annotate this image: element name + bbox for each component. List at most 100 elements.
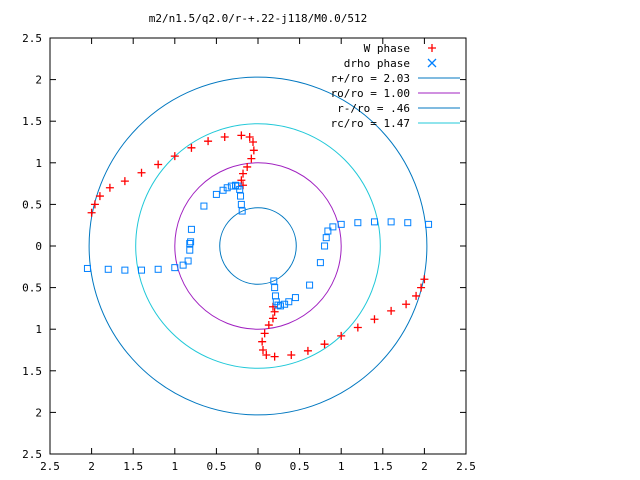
drho-phase-point	[236, 185, 244, 193]
y-tick-label: 0	[35, 240, 42, 253]
radius-circles	[88, 76, 428, 416]
drho-phase-point	[387, 218, 395, 226]
w-phase-point	[187, 143, 196, 152]
y-tick-label: 1.5	[22, 365, 42, 378]
legend-label: W phase	[364, 42, 410, 55]
x-tick-label: 2.5	[456, 460, 476, 473]
drho-phase-point	[281, 300, 289, 308]
legend: W phase drho phase r+/ro = 2.03 ro/ro = 1.0…	[331, 42, 460, 130]
y-tick-label: 1.5	[22, 115, 42, 128]
drho-phase-point	[271, 284, 279, 292]
legend-label: rc/ro = 1.47	[331, 117, 410, 130]
legend-plus-swatch	[428, 44, 436, 52]
w-phase-point	[303, 346, 312, 355]
drho-phase-point	[337, 220, 345, 228]
w-phase-point	[262, 350, 271, 359]
radius-circle-2	[88, 76, 428, 416]
w-phase-point	[204, 137, 213, 146]
w-phase-point	[239, 169, 248, 178]
x-tick-label: 2	[88, 460, 95, 473]
drho-phase-point	[322, 234, 330, 242]
drho-phase-point	[276, 302, 284, 310]
w-phase-point	[95, 192, 104, 201]
x-tick-label: 1	[338, 460, 345, 473]
drho-phase-point	[237, 200, 245, 208]
w-phase-point	[270, 352, 279, 361]
w-phase-point	[268, 314, 277, 323]
drho-phase-point	[184, 257, 192, 265]
legend-label: drho phase	[344, 57, 410, 70]
axis-ticks: 2.5 2 1.5 1 0.5 0 0.5 1 1.5 2 2.52.521.510.500.511…	[22, 32, 476, 473]
w-phase-point	[247, 154, 256, 163]
w-phase-point	[402, 300, 411, 309]
chart-title: m2/n1.5/q2.0/r-+.22-j118/M0.0/512	[149, 12, 368, 25]
drho-phase-point	[171, 264, 179, 272]
drho-phase-point	[370, 218, 378, 226]
w-phase-point	[260, 329, 269, 338]
w-phase-point	[370, 315, 379, 324]
legend-label: r-/ro = .46	[337, 102, 410, 115]
drho-phase-point	[329, 223, 337, 231]
drho-phase-point	[227, 182, 235, 190]
drho-phase-point	[291, 294, 299, 302]
drho-phase-point	[83, 264, 91, 272]
w-phase-point	[258, 346, 267, 354]
drho-phase-point	[238, 207, 246, 215]
drho-phase-point	[232, 181, 240, 189]
drho-phase-point	[404, 219, 412, 227]
drho-phase-point	[186, 240, 194, 248]
drho-phase-point	[187, 238, 195, 246]
drho-phase-point	[219, 186, 227, 194]
drho-phase-point	[285, 298, 293, 306]
y-tick-label: 2	[35, 406, 42, 419]
drho-phase-point	[324, 227, 332, 235]
drho-phase-point	[306, 281, 314, 289]
y-tick-label: 2.5	[22, 448, 42, 461]
drho-phase-point	[186, 246, 194, 254]
w-phase-point	[320, 340, 329, 349]
x-tick-label: 1.5	[123, 460, 143, 473]
y-tick-label: 2.5	[22, 32, 42, 45]
x-tick-label: 2.5	[40, 460, 60, 473]
drho-phase-point	[354, 219, 362, 227]
w-phase-point	[137, 168, 146, 177]
y-tick-label: 1	[35, 157, 42, 170]
w-phase-point	[353, 323, 362, 332]
drho-phase-point	[179, 261, 187, 269]
radius-circle-3	[174, 162, 342, 330]
x-tick-label: 1.5	[373, 460, 393, 473]
w-phase-point	[337, 331, 346, 340]
w-phase-point	[417, 283, 426, 292]
drho-phase-point	[271, 292, 279, 300]
w-phase-point	[245, 133, 254, 142]
drho-phase-point	[425, 220, 433, 228]
x-tick-label: 2	[421, 460, 428, 473]
radius-circle-4	[219, 207, 297, 285]
w-phase-point	[249, 146, 258, 155]
drho-phase-point	[212, 190, 220, 198]
w-phase-point	[220, 133, 229, 142]
y-tick-label: 0.5	[22, 198, 42, 211]
drho-phase-point	[270, 277, 278, 285]
drho-phase-point	[187, 225, 195, 233]
radius-circle-5	[135, 123, 381, 369]
drho-phase-point	[121, 266, 129, 274]
x-tick-label: 0.5	[290, 460, 310, 473]
drho-phase-point	[104, 265, 112, 273]
w-phase-point	[258, 337, 267, 346]
drho-phase-point	[316, 259, 324, 267]
drho-phase-point	[154, 265, 162, 273]
w-phase-point	[237, 131, 246, 140]
w-phase-point	[154, 160, 163, 169]
w-phase-point	[170, 152, 179, 161]
w-phase-point	[105, 183, 114, 192]
drho-phase-point	[223, 184, 231, 192]
w-phase-point	[412, 291, 421, 300]
w-phase-point	[87, 208, 96, 217]
w-phase-point	[243, 162, 252, 171]
w-phase-point	[249, 138, 258, 146]
y-tick-label: 1	[35, 323, 42, 336]
x-tick-label: 1	[171, 460, 178, 473]
